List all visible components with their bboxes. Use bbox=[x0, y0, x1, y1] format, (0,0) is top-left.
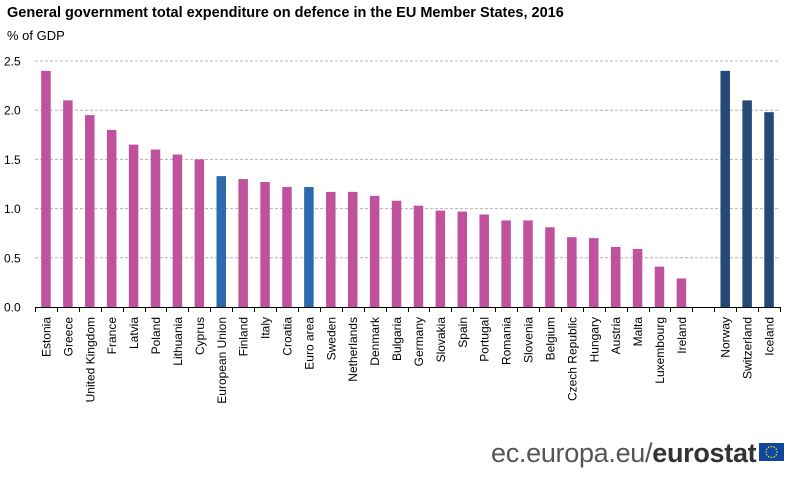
footer-brand: eurostat bbox=[652, 438, 757, 468]
bar-germany bbox=[413, 205, 424, 307]
x-tick-label: Spain bbox=[456, 317, 470, 348]
bar-iceland bbox=[764, 112, 774, 307]
x-tick-label: Hungary bbox=[587, 317, 601, 362]
footer-site: ec.europa.eu/ bbox=[491, 438, 653, 468]
bar-ireland bbox=[676, 278, 687, 307]
bar-euro-area bbox=[304, 186, 314, 307]
bar-italy bbox=[260, 182, 270, 307]
x-tick-label: Greece bbox=[61, 317, 75, 357]
x-tick-label: Italy bbox=[259, 317, 273, 339]
bar-european-union bbox=[216, 176, 226, 307]
chart-subtitle: % of GDP bbox=[7, 28, 65, 43]
flag-star bbox=[773, 455, 776, 458]
x-tick-label: Malta bbox=[631, 317, 645, 347]
x-tick-label: Cyprus bbox=[193, 317, 207, 355]
x-tick-label: Bulgaria bbox=[390, 317, 404, 361]
y-tick-label: 1.5 bbox=[4, 153, 21, 167]
bar-cyprus bbox=[194, 159, 205, 307]
y-tick-label: 2.5 bbox=[4, 55, 21, 69]
x-tick-label: United Kingdom bbox=[83, 317, 97, 402]
chart-title: General government total expenditure on … bbox=[7, 5, 564, 21]
bar-france bbox=[106, 129, 117, 307]
x-tick-label: Portugal bbox=[478, 317, 492, 362]
bar-norway bbox=[720, 70, 730, 307]
x-tick-label: Germany bbox=[412, 317, 426, 366]
x-tick-label: Sweden bbox=[324, 317, 338, 360]
bar-malta bbox=[632, 248, 643, 307]
x-tick-label: Euro area bbox=[302, 317, 316, 370]
x-tick-label: European Union bbox=[215, 317, 229, 404]
flag-star bbox=[767, 446, 770, 449]
x-tick-label: Slovakia bbox=[434, 317, 448, 363]
x-tick-label: Ireland bbox=[675, 317, 689, 354]
x-tick-label: France bbox=[105, 317, 119, 355]
bar-slovakia bbox=[435, 210, 446, 307]
x-tick-label: Lithuania bbox=[171, 317, 185, 366]
bar-belgium bbox=[545, 227, 555, 307]
x-tick-label: Estonia bbox=[39, 317, 53, 357]
bar-luxembourg bbox=[654, 266, 665, 307]
bar-bulgaria bbox=[391, 200, 402, 307]
bar-croatia bbox=[282, 186, 292, 307]
y-tick-label: 2.0 bbox=[4, 104, 21, 118]
flag-star bbox=[770, 456, 773, 459]
x-tick-label: Romania bbox=[500, 317, 514, 365]
bar-spain bbox=[457, 211, 468, 307]
bar-sweden bbox=[326, 191, 336, 307]
bar-chart: 0.0 0.5 1.0 1.5 2.0 2.5 Estonia Greece United Ki… bbox=[4, 55, 781, 404]
bar-latvia bbox=[128, 144, 139, 307]
x-tick-label: Switzerland bbox=[741, 317, 755, 379]
bar-lithuania bbox=[172, 154, 183, 307]
bar-greece bbox=[63, 100, 73, 307]
x-tick-label: Iceland bbox=[763, 317, 777, 356]
flag-star bbox=[775, 453, 778, 456]
eurostat-footer[interactable]: ec.europa.eu/eurostat bbox=[491, 438, 757, 469]
x-tick-label: Denmark bbox=[368, 316, 382, 366]
flag-star bbox=[765, 448, 768, 451]
bar-hungary bbox=[589, 238, 599, 307]
x-tick-label: Netherlands bbox=[346, 317, 360, 382]
y-tick-label: 0.0 bbox=[4, 301, 21, 315]
x-tick-label: Austria bbox=[609, 317, 623, 355]
x-tick-label: Finland bbox=[237, 317, 251, 356]
flag-star bbox=[773, 446, 776, 449]
bar-portugal bbox=[479, 214, 489, 307]
bar-denmark bbox=[369, 195, 380, 307]
x-tick-label: Poland bbox=[149, 317, 163, 354]
bar-switzerland bbox=[742, 100, 752, 307]
bar-estonia bbox=[41, 70, 51, 307]
flag-star bbox=[775, 448, 778, 451]
bar-slovenia bbox=[523, 220, 533, 307]
flag-star bbox=[767, 455, 770, 458]
bar-united-kingdom bbox=[85, 115, 95, 308]
flag-star bbox=[770, 445, 773, 448]
x-tick-label: Norway bbox=[719, 317, 733, 358]
bar-romania bbox=[501, 220, 511, 307]
x-tick-label: Luxembourg bbox=[653, 317, 667, 384]
bar-netherlands bbox=[347, 191, 358, 307]
flag-star bbox=[765, 453, 768, 456]
bar-austria bbox=[610, 246, 621, 307]
y-tick-label: 0.5 bbox=[4, 251, 21, 265]
eu-flag-icon bbox=[759, 443, 784, 461]
x-tick-label: Slovenia bbox=[522, 317, 536, 363]
y-tick-label: 1.0 bbox=[4, 202, 21, 216]
x-tick-label: Belgium bbox=[543, 317, 557, 360]
flag-star bbox=[765, 451, 767, 453]
x-tick-label: Czech Republic bbox=[565, 317, 579, 401]
bar-finland bbox=[238, 179, 248, 307]
flag-star bbox=[776, 451, 778, 453]
x-tick-label: Croatia bbox=[280, 317, 294, 356]
bar-poland bbox=[150, 149, 161, 307]
bar-czech-republic bbox=[567, 237, 577, 307]
x-tick-label: Latvia bbox=[127, 317, 141, 349]
